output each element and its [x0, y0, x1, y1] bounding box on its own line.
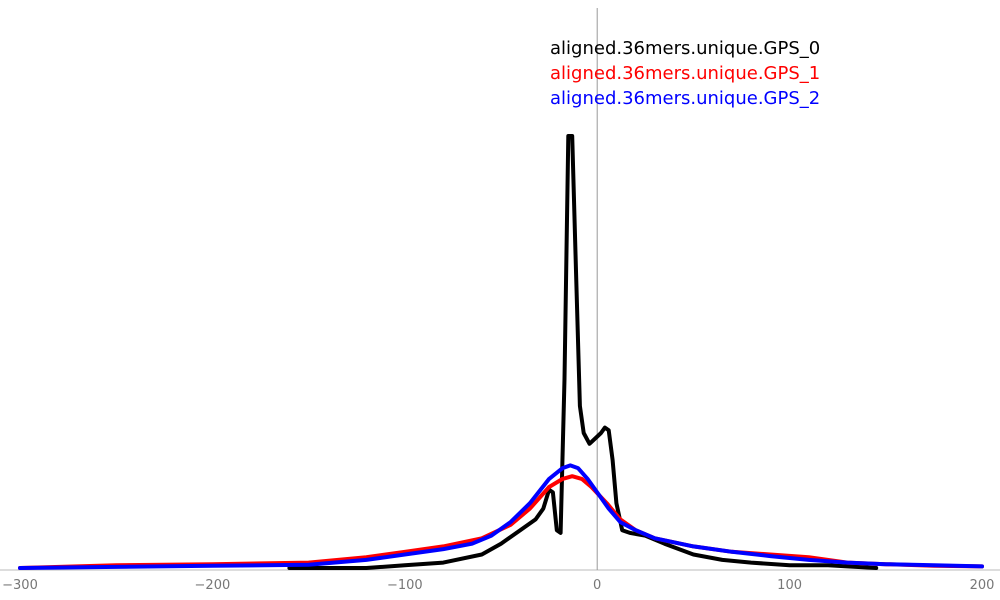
x-tick-label: −200	[195, 578, 231, 593]
x-tick-label: 0	[593, 578, 601, 593]
legend-entry-0: aligned.36mers.unique.GPS_0	[550, 38, 820, 59]
x-tick-label: −300	[2, 578, 38, 593]
legend-entry-1: aligned.36mers.unique.GPS_1	[550, 63, 820, 84]
axes: −300 −200 −100 0 100 200	[0, 8, 1000, 593]
series-line-2	[18, 463, 984, 570]
series-line-0	[287, 134, 879, 570]
series-lines	[18, 134, 984, 570]
x-tick-label: 100	[777, 578, 802, 593]
legend: aligned.36mers.unique.GPS_0 aligned.36mer…	[550, 38, 820, 109]
x-tick-label: −100	[387, 578, 423, 593]
legend-entry-2: aligned.36mers.unique.GPS_2	[550, 88, 820, 109]
series-line-1	[18, 474, 984, 570]
x-tick-label: 200	[970, 578, 995, 593]
